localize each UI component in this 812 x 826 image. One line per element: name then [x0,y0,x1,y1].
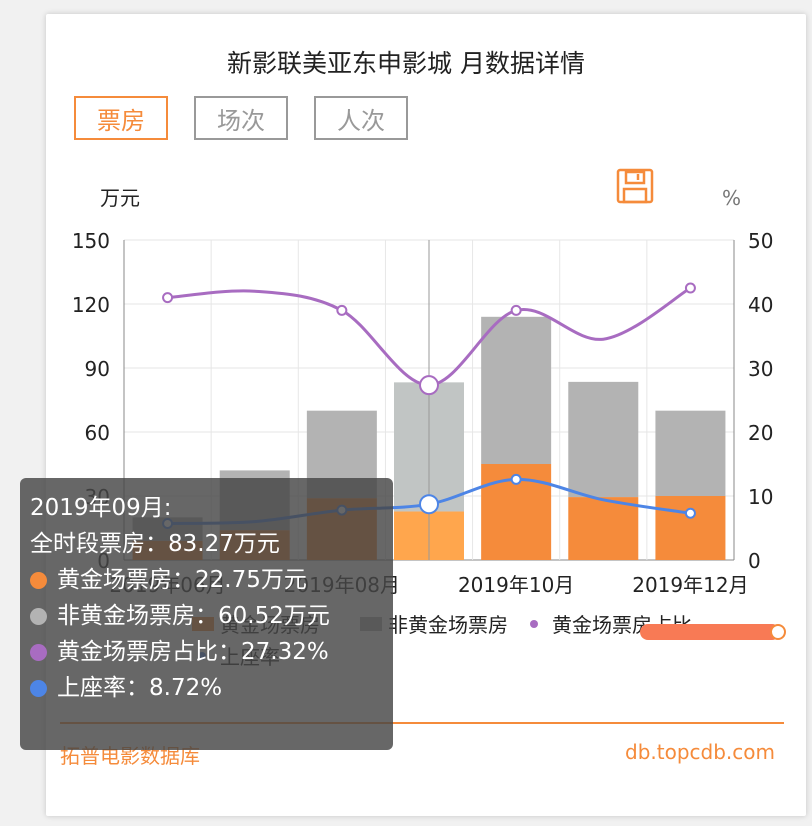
y-right-tick-label: 0 [748,549,761,573]
line-point [510,304,522,316]
chart-tooltip: 2019年09月: 全时段票房：83.27万元 黄金场票房：22.75万元 非黄… [20,478,393,750]
y-left-tick-label: 120 [72,293,110,317]
line-point [162,292,174,304]
tab-screenings[interactable]: 场次 [194,96,288,140]
tooltip-row-gold: 黄金场票房：22.75万元 [30,562,383,598]
y-left-tick-label: 60 [85,421,110,445]
legend-label: 非黄金场票房 [388,613,508,637]
legend-dot-icon [30,607,47,625]
page-title: 新影联美亚东申影城 月数据详情 [227,49,585,78]
zoom-slider [640,624,780,640]
tooltip-row-text: 黄金场票房：22.75万元 [57,567,307,593]
y-left-tick-label: 150 [72,229,110,253]
y-right-tick-label: 10 [748,485,773,509]
y-right-tick-label: 50 [748,229,773,253]
tooltip-row-nongold: 非黄金场票房：60.52万元 [30,598,383,634]
bar-gold [568,497,639,560]
tooltip-title: 2019年09月: [30,495,172,521]
line-point [684,282,696,294]
bar-non-gold [568,381,639,498]
tooltip-row-text: 上座率：8.72% [57,675,223,701]
footer-url[interactable]: db.topcdb.com [625,740,775,764]
save-icon[interactable] [616,168,654,204]
y-right-tick-label: 30 [748,357,773,381]
legend-dot-icon [30,571,47,589]
y-left-axis-label: 万元 [100,186,140,210]
y-right-axis-label: % [722,186,741,210]
bar-non-gold [481,316,552,464]
y-left-tick-label: 90 [85,357,110,381]
line-point [684,507,696,519]
tab-box-office[interactable]: 票房 [74,96,168,140]
line-point [336,304,348,316]
tooltip-row-text: 黄金场票房占比：27.32% [57,639,329,665]
tab-admissions[interactable]: 人次 [314,96,408,140]
tooltip-row-occupancy: 上座率：8.72% [30,670,383,706]
tooltip-row-text: 非黄金场票房：60.52万元 [57,603,330,629]
line-point [419,494,439,515]
tooltip-row-ratio: 黄金场票房占比：27.32% [30,634,383,670]
line-point [510,473,522,485]
y-right-tick-label: 40 [748,293,773,317]
legend-dot-icon [30,643,47,661]
tooltip-total: 全时段票房：83.27万元 [30,531,280,557]
legend-marker [530,620,538,628]
line-point [419,375,439,396]
footer-divider [60,722,784,724]
zoom-slider-handle [770,624,786,640]
legend-dot-icon [30,679,47,697]
x-tick-label: 2019年10月 [458,573,574,597]
y-right-tick-label: 20 [748,421,773,445]
bar-gold [655,496,726,560]
bar-non-gold [655,410,726,496]
x-tick-label: 2019年12月 [632,573,748,597]
